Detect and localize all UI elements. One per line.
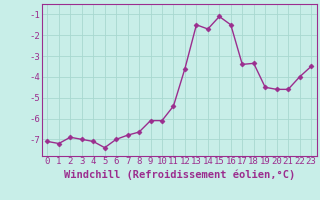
X-axis label: Windchill (Refroidissement éolien,°C): Windchill (Refroidissement éolien,°C) xyxy=(64,169,295,180)
